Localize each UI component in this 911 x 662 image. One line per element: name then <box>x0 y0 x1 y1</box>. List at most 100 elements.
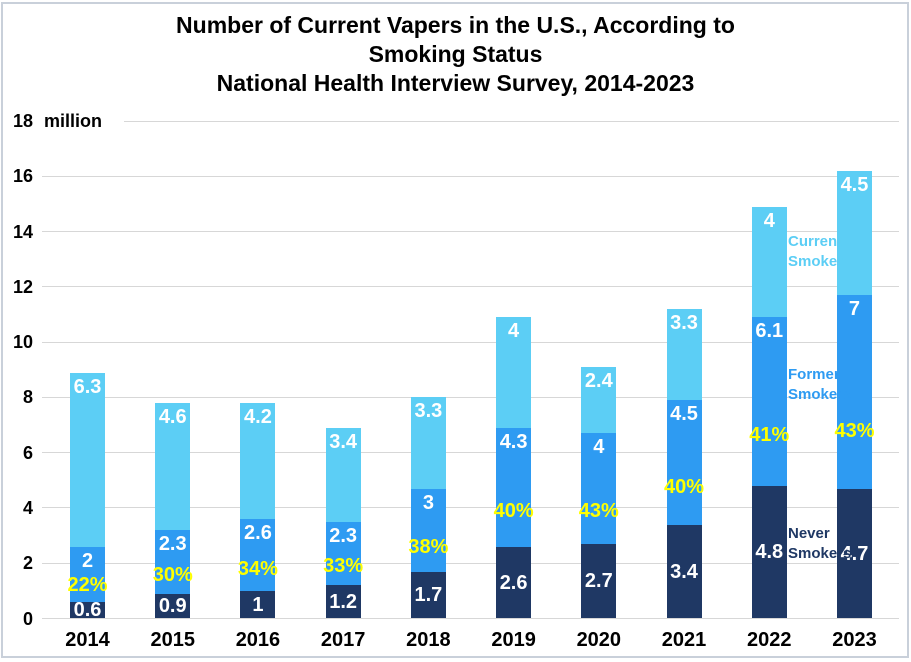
bar-percent-label: 43% <box>578 499 619 522</box>
bar-segment-current-smokers-2023: 4.5 <box>836 170 872 296</box>
bar-segment-former-smokers-2016: 2.6 34% <box>238 519 278 591</box>
bar-segment-never-smokers-2014: 0.6 <box>70 599 105 621</box>
series-label-never: Never Smokers <box>788 525 852 562</box>
y-tick-8: 8 <box>22 387 33 408</box>
bar-segment-never-smokers-2017: 1.2 <box>325 585 361 619</box>
chart-title-line2: Smoking Status <box>368 41 543 67</box>
bar-value-label: 4 <box>763 209 775 232</box>
y-tick-14: 14 <box>12 221 33 242</box>
series-label-current: Current Smokers <box>788 233 852 270</box>
x-tick-2021: 2021 <box>661 629 707 651</box>
gridline-16 <box>42 175 899 177</box>
bar-value-label: 1.2 <box>329 590 358 613</box>
series-label-former: Former Smokers <box>788 366 852 403</box>
gridline-14 <box>42 231 899 233</box>
bar-value-label: 2.3 <box>329 524 358 547</box>
bar-value-label: 4.7 <box>840 542 869 565</box>
bar-value-label: 3 <box>422 491 434 514</box>
y-tick-16: 16 <box>12 166 33 187</box>
bar-value-label: 4 <box>593 436 605 459</box>
bar-segment-never-smokers-2022: 4.8 <box>751 485 787 619</box>
bar-value-label: 4.5 <box>840 173 869 196</box>
x-tick-2020: 2020 <box>576 629 622 651</box>
gridline-2 <box>42 562 899 564</box>
bar-segment-former-smokers-2021: 4.5 40% <box>664 400 704 525</box>
x-tick-2023: 2023 <box>832 629 877 651</box>
gridline-8 <box>42 396 899 398</box>
bar-segment-current-smokers-2021: 3.3 <box>666 308 702 401</box>
gridline-6 <box>42 452 899 454</box>
bar-value-label: 2.6 <box>499 571 528 594</box>
bar-segment-never-smokers-2020: 2.7 <box>581 543 617 619</box>
bar-percent-label: 43% <box>834 419 875 442</box>
x-tick-2015: 2015 <box>150 629 195 651</box>
bar-segment-former-smokers-2017: 2.3 33% <box>323 521 363 586</box>
chart-title: Number of Current Vapers in the U.S., Ac… <box>0 11 911 98</box>
bar-value-label: 4.3 <box>499 430 528 453</box>
bar-percent-label: 30% <box>152 563 193 586</box>
bar-segment-current-smokers-2022: 4 <box>751 206 787 318</box>
bar-segment-former-smokers-2020: 4 43% <box>579 433 619 544</box>
bar-value-label: 6.1 <box>755 320 784 343</box>
bar-value-label: 1.7 <box>414 584 443 606</box>
bar-segment-former-smokers-2022: 6.1 41% <box>749 317 789 486</box>
y-tick-12: 12 <box>12 276 33 297</box>
bar-percent-label: 22% <box>67 574 108 597</box>
bar-segment-former-smokers-2019: 4.3 40% <box>494 427 534 547</box>
y-tick-18: 18 <box>12 111 33 132</box>
x-tick-2016: 2016 <box>235 629 281 651</box>
bar-percent-label: 40% <box>664 476 705 499</box>
bar-value-label: 3.3 <box>414 400 443 423</box>
bar-segment-never-smokers-2018: 1.7 <box>410 571 446 619</box>
gridline-0 <box>42 618 899 619</box>
bar-segment-never-smokers-2016: 1 <box>240 590 276 619</box>
y-tick-0: 0 <box>22 608 33 629</box>
bar-percent-label: 40% <box>493 499 534 522</box>
y-tick-6: 6 <box>22 442 33 463</box>
y-tick-10: 10 <box>12 332 33 353</box>
bar-segment-former-smokers-2014: 2 22% <box>67 546 108 602</box>
bar-segment-never-smokers-2021: 3.4 <box>666 524 702 619</box>
chart-title-line3: National Health Interview Survey, 2014-2… <box>216 70 695 96</box>
bar-segment-current-smokers-2020: 2.4 <box>581 367 617 434</box>
x-tick-2019: 2019 <box>491 629 536 651</box>
bar-segment-current-smokers-2016: 4.2 <box>240 402 276 519</box>
bar-segment-current-smokers-2015: 4.6 <box>155 402 191 531</box>
bar-value-label: 4.8 <box>755 541 784 564</box>
bar-value-label: 6.3 <box>73 375 102 398</box>
bar-percent-label: 38% <box>408 535 449 558</box>
bar-value-label: 2.6 <box>244 522 272 544</box>
bar-segment-former-smokers-2015: 2.3 30% <box>153 530 193 594</box>
bar-segment-former-smokers-2023: 7 43% <box>834 295 874 489</box>
bar-segment-current-smokers-2014: 6.3 <box>70 372 105 547</box>
bar-percent-label: 33% <box>323 555 364 578</box>
bar-value-label: 3.4 <box>329 430 358 453</box>
bar-value-label: 4.6 <box>158 405 187 428</box>
bar-value-label: 2.7 <box>584 570 613 593</box>
bar-percent-label: 41% <box>749 424 790 447</box>
gridline-18 <box>124 120 899 122</box>
bar-value-label: 0.9 <box>158 595 187 618</box>
y-tick-2: 2 <box>22 553 33 574</box>
gridline-4 <box>42 507 899 509</box>
bar-segment-current-smokers-2017: 3.4 <box>325 427 361 522</box>
x-tick-2014: 2014 <box>65 629 110 651</box>
bar-value-label: 2.3 <box>158 533 187 556</box>
bar-value-label: 4.2 <box>244 405 272 428</box>
chart-title-line1: Number of Current Vapers in the U.S., Ac… <box>176 12 735 38</box>
bar-percent-label: 34% <box>237 558 278 581</box>
bar-value-label: 7 <box>848 298 861 321</box>
y-axis-unit-label: million <box>44 111 102 131</box>
bar-segment-never-smokers-2019: 2.6 <box>496 546 532 619</box>
bar-value-label: 0.6 <box>73 599 102 622</box>
bar-segment-former-smokers-2018: 3 38% <box>408 488 448 572</box>
bar-segment-current-smokers-2019: 4 <box>496 317 532 428</box>
bar-segment-never-smokers-2023: 4.7 <box>836 488 872 619</box>
bar-value-label: 4 <box>508 320 520 343</box>
x-tick-2022: 2022 <box>747 629 792 651</box>
bar-value-label: 2.4 <box>584 370 613 392</box>
bar-segment-current-smokers-2018: 3.3 <box>410 397 446 489</box>
bar-value-label: 3.4 <box>670 560 698 583</box>
y-tick-4: 4 <box>22 497 33 518</box>
